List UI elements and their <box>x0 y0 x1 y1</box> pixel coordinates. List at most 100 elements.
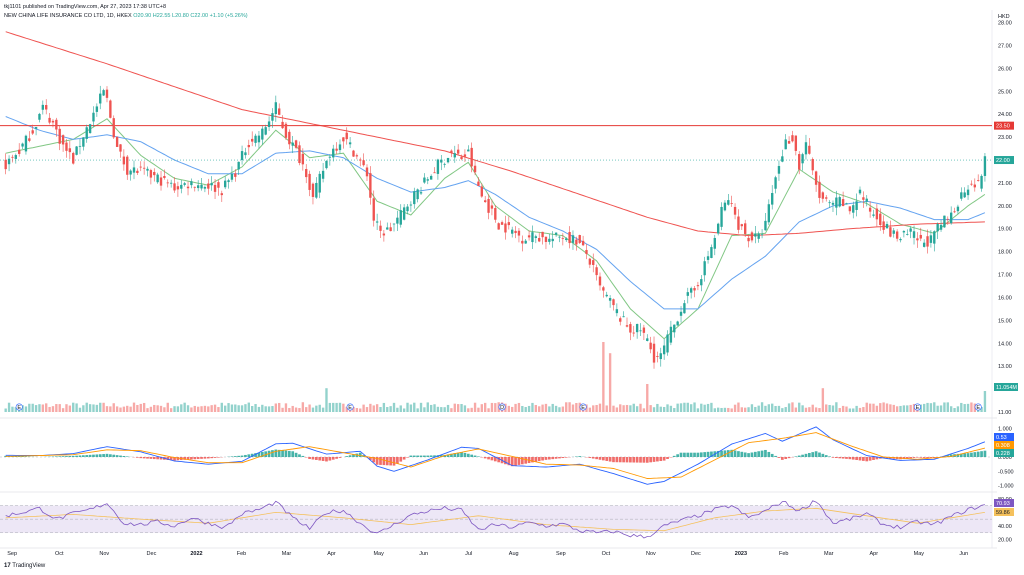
macd-tag <box>994 449 1014 457</box>
macd-histogram-bar <box>254 453 257 457</box>
volume-bar <box>912 403 916 412</box>
volume-bar <box>632 403 635 412</box>
candle-body <box>848 206 852 212</box>
volume-bar <box>355 408 359 412</box>
macd-histogram-bar <box>807 452 811 457</box>
macd-histogram-bar <box>277 449 281 457</box>
price-tick-label: 17.00 <box>998 273 1012 279</box>
macd-histogram-bar <box>190 457 193 460</box>
volume-bar <box>78 407 82 412</box>
candle-body <box>801 154 804 164</box>
candle-body <box>264 127 267 135</box>
candle-body <box>207 183 210 189</box>
volume-bar <box>703 404 706 412</box>
symbol-info: NEW CHINA LIFE INSURANCE CO LTD, 1D, HKE… <box>4 13 248 19</box>
candle-body <box>254 135 257 143</box>
candle-body <box>335 148 338 151</box>
candle-body <box>119 144 122 152</box>
candle-body <box>511 229 514 234</box>
candle-body <box>267 121 271 128</box>
volume-bar <box>531 402 534 412</box>
candle-body <box>595 267 598 276</box>
macd-histogram-bar <box>75 455 78 457</box>
rsi-tick-label: 20.00 <box>998 538 1012 544</box>
candle-body <box>838 197 841 207</box>
candle-body <box>78 145 82 147</box>
volume-bar <box>608 353 612 412</box>
macd-histogram-bar <box>716 450 720 457</box>
candle-body <box>949 212 953 224</box>
volume-bar <box>747 407 750 412</box>
macd-histogram-bar <box>588 457 592 458</box>
candle-body <box>727 200 730 205</box>
candle-body <box>196 185 200 189</box>
macd-histogram-bar <box>872 457 875 460</box>
candle-body <box>814 171 818 185</box>
macd-histogram-bar <box>183 457 187 460</box>
macd-histogram-bar <box>331 457 335 460</box>
candle-body <box>588 258 592 265</box>
macd-histogram-bar <box>95 454 99 457</box>
volume-bar <box>305 407 308 412</box>
macd-histogram-bar <box>524 457 528 464</box>
macd-histogram-bar <box>912 457 916 458</box>
volume-bar <box>345 406 348 412</box>
macd-histogram-bar <box>683 452 686 457</box>
candle-body <box>136 170 139 173</box>
candle-body <box>311 183 315 197</box>
price-tick-label: 16.00 <box>998 295 1012 301</box>
volume-bar <box>771 403 774 412</box>
macd-histogram-bar <box>865 457 869 462</box>
macd-histogram-bar <box>558 457 561 459</box>
macd-histogram-bar <box>58 456 62 457</box>
volume-bar <box>473 402 477 412</box>
candle-body <box>132 167 136 173</box>
time-tick-label: Apr <box>870 551 879 557</box>
candle-body <box>899 239 902 241</box>
candle-body <box>213 184 217 192</box>
candle-body <box>497 223 500 230</box>
ohlc-values: O20.90 H22.55 L20.80 C22.00 +1.10 (+5.26… <box>133 13 248 19</box>
volume-bar <box>949 406 953 412</box>
volume-bar <box>575 403 578 412</box>
candle-body <box>392 223 396 225</box>
macd-histogram-bar <box>287 450 291 457</box>
candle-body <box>933 231 936 244</box>
price-tick-label: 18.00 <box>998 250 1012 256</box>
macd-histogram-bar <box>831 457 835 458</box>
candle-body <box>689 288 693 293</box>
symbol-name[interactable]: NEW CHINA LIFE INSURANCE CO LTD, 1D, HKE… <box>4 13 132 19</box>
macd-tick-label: -1.000 <box>998 484 1014 490</box>
volume-bar <box>402 408 406 412</box>
macd-histogram-bar <box>547 457 551 460</box>
volume-bar <box>693 402 696 412</box>
candle-body <box>629 324 632 333</box>
volume-bar <box>865 402 868 412</box>
volume-bar <box>619 404 622 412</box>
candle-body <box>402 207 406 220</box>
macd-histogram-bar <box>814 451 818 457</box>
volume-bar <box>605 405 608 412</box>
candle-body <box>55 119 58 130</box>
macd-histogram-bar <box>838 457 842 459</box>
candle-body <box>581 240 585 246</box>
candle-body <box>703 261 706 276</box>
volume-bar <box>183 402 186 412</box>
candle-body <box>710 247 713 258</box>
time-tick-label: Nov <box>646 551 656 557</box>
volume-bar <box>879 403 882 412</box>
candle-body <box>105 89 109 98</box>
candle-body <box>153 171 156 176</box>
volume-bar <box>126 405 129 412</box>
volume-bar <box>787 403 791 412</box>
candle-body <box>217 182 220 188</box>
candle-body <box>808 145 811 154</box>
volume-bar <box>230 404 234 412</box>
macd-histogram-bar <box>426 455 430 457</box>
macd-histogram-bar <box>470 454 474 457</box>
moving-average-mid <box>5 116 986 310</box>
time-tick-label: Dec <box>147 551 157 557</box>
candle-body <box>744 223 747 234</box>
candle-body <box>315 182 318 198</box>
